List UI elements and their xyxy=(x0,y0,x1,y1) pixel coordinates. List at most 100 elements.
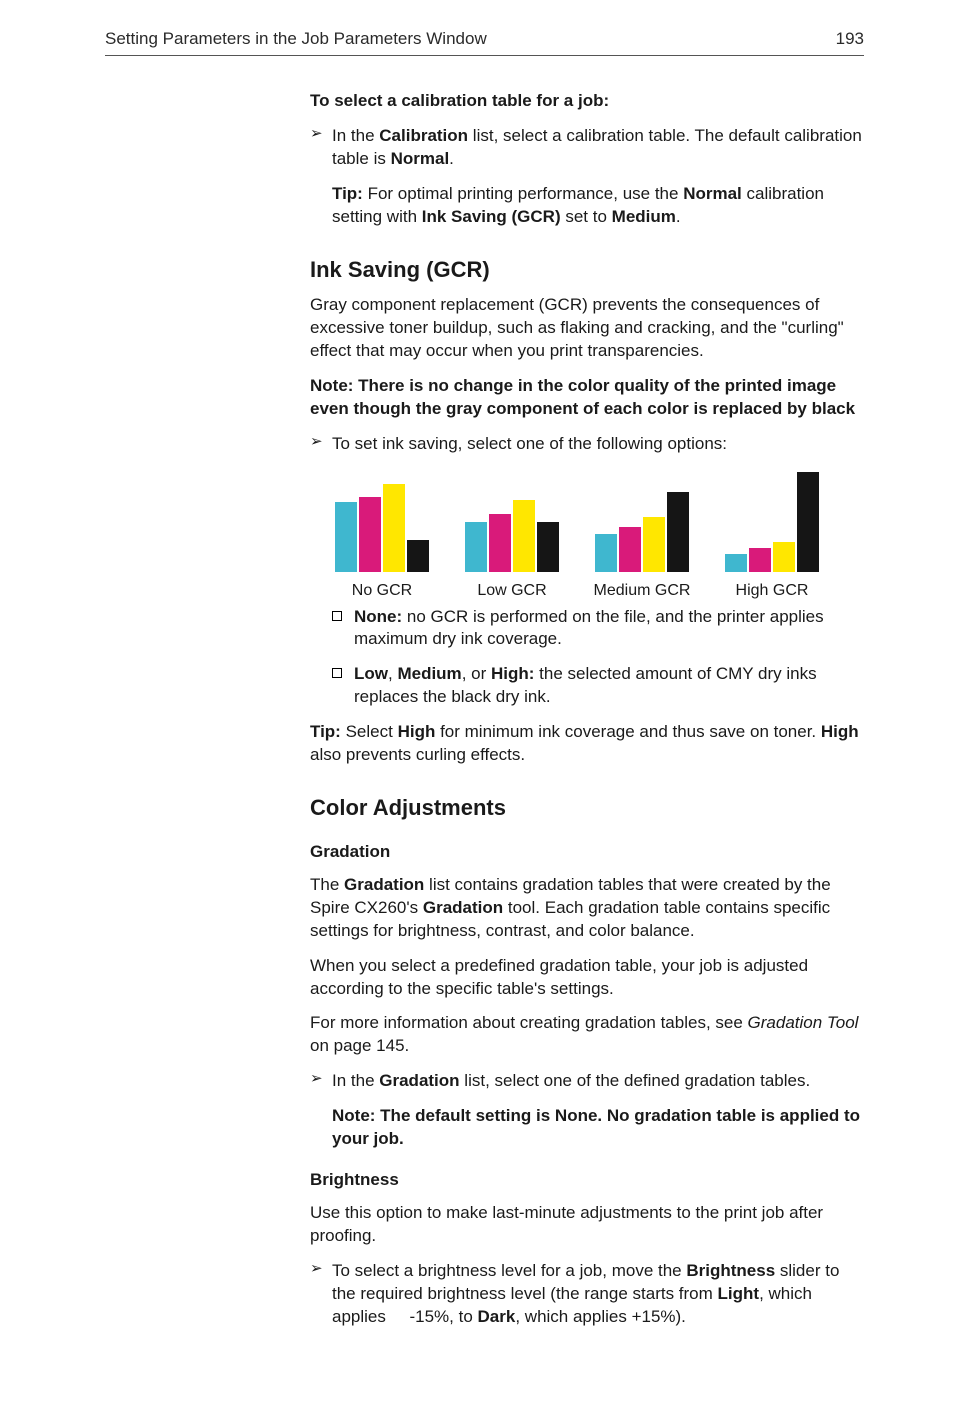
gcr-chart-row: No GCR Low GCR Medium GCR High GCR xyxy=(332,472,864,602)
brightness-para-1: Use this option to make last-minute adju… xyxy=(310,1202,864,1248)
ink-tip-2: Tip: Select High for minimum ink coverag… xyxy=(310,721,864,767)
ink-para-1: Gray component replacement (GCR) prevent… xyxy=(310,294,864,363)
text: . xyxy=(449,149,454,168)
text: list, select one of the defined gradatio… xyxy=(460,1071,811,1090)
gcr-bar xyxy=(725,554,747,572)
gcr-chart-bars xyxy=(595,472,689,572)
ink-note: Note: There is no change in the color qu… xyxy=(310,375,864,421)
text: The default setting is xyxy=(375,1106,554,1125)
text-bold: Light xyxy=(718,1284,760,1303)
gcr-bar xyxy=(465,522,487,572)
gcr-bar xyxy=(773,542,795,572)
gcr-bar xyxy=(489,514,511,572)
gcr-bar xyxy=(667,492,689,572)
gcr-chart: High GCR xyxy=(722,472,822,602)
text: In the xyxy=(332,1071,379,1090)
gcr-chart-bars xyxy=(725,472,819,572)
text-bold: High xyxy=(821,722,859,741)
gcr-bar xyxy=(537,522,559,572)
gradation-note: Note: The default setting is None. No gr… xyxy=(332,1105,864,1151)
text: . xyxy=(676,207,681,226)
gradation-para-3: For more information about creating grad… xyxy=(310,1012,864,1058)
gcr-bar xyxy=(513,500,535,572)
gcr-chart-label: Low GCR xyxy=(477,580,546,602)
ink-saving-heading: Ink Saving (GCR) xyxy=(310,255,864,285)
gcr-chart-label: No GCR xyxy=(352,580,412,602)
gcr-option-lmh: Low, Medium, or High: the selected amoun… xyxy=(310,663,864,709)
calibration-step: ➢ In the Calibration list, select a cali… xyxy=(310,125,864,171)
option-label: None: xyxy=(354,607,402,626)
text-bold: Dark xyxy=(478,1307,516,1326)
gradation-step: ➢ In the Gradation list, select one of t… xyxy=(310,1070,864,1093)
triangle-right-icon: ➢ xyxy=(310,1261,323,1276)
gcr-bar xyxy=(595,534,617,572)
gcr-bar xyxy=(749,548,771,572)
text-bold: Gradation xyxy=(423,898,503,917)
gcr-chart: Medium GCR xyxy=(592,472,692,602)
text-bold: Gradation xyxy=(379,1071,459,1090)
triangle-right-icon: ➢ xyxy=(310,1071,323,1086)
text: For optimal printing performance, use th… xyxy=(363,184,683,203)
note-label: Note: xyxy=(332,1106,375,1125)
text-bold: Ink Saving (GCR) xyxy=(422,207,561,226)
text: no GCR is performed on the file, and the… xyxy=(354,607,824,649)
gcr-option-none: None: no GCR is performed on the file, a… xyxy=(310,606,864,652)
triangle-right-icon: ➢ xyxy=(310,434,323,449)
option-label: Medium xyxy=(397,664,461,683)
text: set to xyxy=(561,207,612,226)
gcr-bar xyxy=(407,540,429,572)
ink-step: ➢ To set ink saving, select one of the f… xyxy=(310,433,864,456)
gcr-bar xyxy=(359,497,381,572)
tip-label: Tip: xyxy=(310,722,341,741)
text-bold: Brightness xyxy=(686,1261,775,1280)
note-label: Note: xyxy=(310,376,353,395)
gcr-bar xyxy=(619,527,641,572)
page-number: 193 xyxy=(836,28,864,51)
text-italic: Gradation Tool xyxy=(748,1013,859,1032)
gcr-chart: Low GCR xyxy=(462,472,562,602)
content-column: To select a calibration table for a job:… xyxy=(310,90,864,1329)
brightness-step: ➢ To select a brightness level for a job… xyxy=(310,1260,864,1329)
text: also prevents curling effects. xyxy=(310,745,525,764)
gcr-chart-bars xyxy=(465,472,559,572)
tip-label: Tip: xyxy=(332,184,363,203)
running-header: Setting Parameters in the Job Parameters… xyxy=(105,28,864,56)
text-bold: Calibration xyxy=(379,126,468,145)
triangle-right-icon: ➢ xyxy=(310,126,323,141)
running-title: Setting Parameters in the Job Parameters… xyxy=(105,28,487,51)
text: To select a brightness level for a job, … xyxy=(332,1261,686,1280)
text-bold: High xyxy=(398,722,436,741)
text-bold: Medium xyxy=(612,207,676,226)
text-bold: Gradation xyxy=(344,875,424,894)
option-label: High: xyxy=(491,664,534,683)
gradation-para-2: When you select a predefined gradation t… xyxy=(310,955,864,1001)
document-page: Setting Parameters in the Job Parameters… xyxy=(0,0,954,1401)
gcr-chart: No GCR xyxy=(332,472,432,602)
text: Select xyxy=(341,722,398,741)
gcr-bar xyxy=(335,502,357,572)
text: For more information about creating grad… xyxy=(310,1013,748,1032)
text: To set ink saving, select one of the fol… xyxy=(332,434,727,453)
text: for minimum ink coverage and thus save o… xyxy=(435,722,821,741)
text: , which applies +15%). xyxy=(515,1307,686,1326)
note-text: There is no change in the color quality … xyxy=(310,376,855,418)
text: on page 145. xyxy=(310,1036,409,1055)
gradation-para-1: The Gradation list contains gradation ta… xyxy=(310,874,864,943)
text-bold: None xyxy=(555,1106,598,1125)
color-adjustments-heading: Color Adjustments xyxy=(310,793,864,823)
brightness-heading: Brightness xyxy=(310,1169,864,1192)
gcr-bar xyxy=(383,484,405,572)
gcr-chart-bars xyxy=(335,472,429,572)
text: The xyxy=(310,875,344,894)
gcr-chart-label: High GCR xyxy=(736,580,809,602)
text-bold: Normal xyxy=(683,184,742,203)
gcr-bar xyxy=(797,472,819,572)
text-bold: Normal xyxy=(391,149,450,168)
calibration-tip: Tip: For optimal printing performance, u… xyxy=(332,183,864,229)
gradation-heading: Gradation xyxy=(310,841,864,864)
option-label: Low xyxy=(354,664,388,683)
text: , or xyxy=(462,664,491,683)
gcr-bar xyxy=(643,517,665,572)
text: In the xyxy=(332,126,379,145)
calibration-title: To select a calibration table for a job: xyxy=(310,90,864,113)
